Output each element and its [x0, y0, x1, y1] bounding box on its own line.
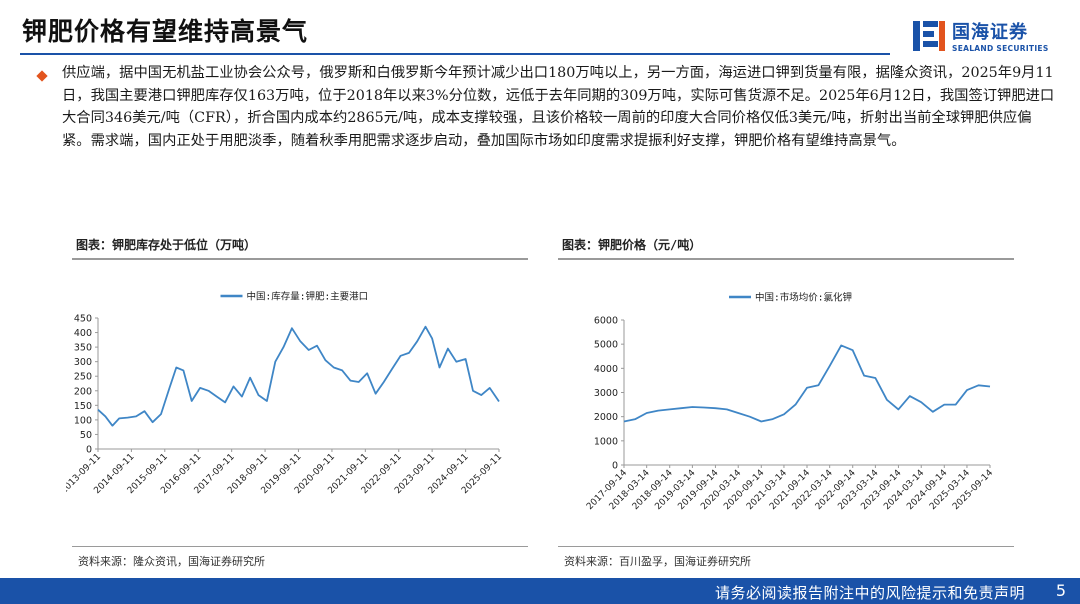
y-tick-label: 0	[612, 461, 618, 472]
y-tick-label: 5000	[594, 340, 618, 351]
right-chart-source: 资料来源：百川盈孚，国海证券研究所	[564, 555, 751, 568]
page-number: 5	[1055, 581, 1066, 600]
y-tick-label: 50	[80, 430, 92, 441]
body-paragraph: 供应端，据中国无机盐工业协会公众号，俄罗斯和白俄罗斯今年预计减少出口180万吨以…	[62, 65, 1055, 149]
right-chart-title-rule	[558, 258, 1014, 260]
right-chart-foot-rule	[558, 546, 1014, 547]
left-chart-foot-rule	[72, 546, 528, 547]
y-tick-label: 450	[74, 314, 92, 325]
left-chart-title-rule	[72, 258, 528, 260]
brand-name-cn: 国海证券	[952, 22, 1028, 43]
bullet-diamond-icon	[36, 70, 48, 82]
legend-label: 中国:库存量:钾肥:主要港口	[247, 291, 369, 303]
y-tick-label: 400	[74, 328, 92, 339]
y-tick-label: 6000	[594, 316, 618, 327]
risk-disclaimer: 请务必阅读报告附注中的风险提示和免责声明	[714, 584, 1025, 602]
y-tick-label: 200	[74, 386, 92, 397]
brand-name-en: SEALAND SECURITIES	[952, 44, 1049, 53]
y-tick-label: 250	[74, 372, 92, 383]
y-tick-label: 2000	[594, 412, 618, 423]
y-tick-label: 300	[74, 357, 92, 368]
series-line	[97, 325, 500, 427]
series-line	[623, 344, 991, 423]
sealand-logo-icon	[913, 21, 945, 51]
y-tick-label: 350	[74, 343, 92, 354]
y-tick-label: 3000	[594, 388, 618, 399]
inventory-chart: 0501001502002503003504004502013-09-11201…	[66, 291, 504, 497]
y-tick-label: 100	[74, 415, 92, 426]
title-underline	[20, 53, 890, 55]
y-tick-label: 150	[74, 401, 92, 412]
footer-bar: 请务必阅读报告附注中的风险提示和免责声明 5	[0, 578, 1080, 604]
y-tick-label: 4000	[594, 364, 618, 375]
page-title: 钾肥价格有望维持高景气	[22, 17, 309, 46]
left-chart-title: 图表：钾肥库存处于低位（万吨）	[76, 238, 257, 252]
left-chart-source: 资料来源：隆众资讯，国海证券研究所	[78, 555, 265, 568]
y-tick-label: 1000	[594, 436, 618, 447]
legend-label: 中国:市场均价:氯化钾	[755, 292, 852, 304]
y-tick-label: 0	[86, 445, 92, 456]
right-chart-title: 图表：钾肥价格（元/吨）	[562, 238, 702, 252]
price-chart: 01000200030004000500060002017-09-142018-…	[585, 292, 995, 513]
brand-logo: 国海证券 SEALAND SECURITIES	[912, 16, 1062, 60]
